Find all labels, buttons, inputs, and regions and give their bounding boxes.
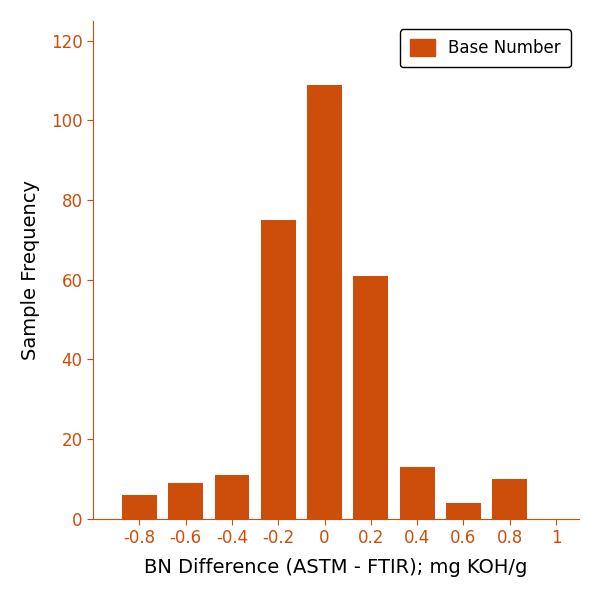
Bar	[122, 495, 157, 518]
Bar	[493, 479, 527, 518]
Bar	[353, 276, 388, 518]
Bar	[400, 467, 434, 518]
Bar	[215, 475, 250, 518]
X-axis label: BN Difference (ASTM - FTIR); mg KOH/g: BN Difference (ASTM - FTIR); mg KOH/g	[145, 558, 528, 577]
Legend: Base Number: Base Number	[400, 29, 571, 68]
Bar	[261, 220, 296, 518]
Bar	[169, 483, 203, 518]
Y-axis label: Sample Frequency: Sample Frequency	[21, 180, 40, 360]
Bar	[307, 84, 342, 518]
Bar	[446, 503, 481, 518]
